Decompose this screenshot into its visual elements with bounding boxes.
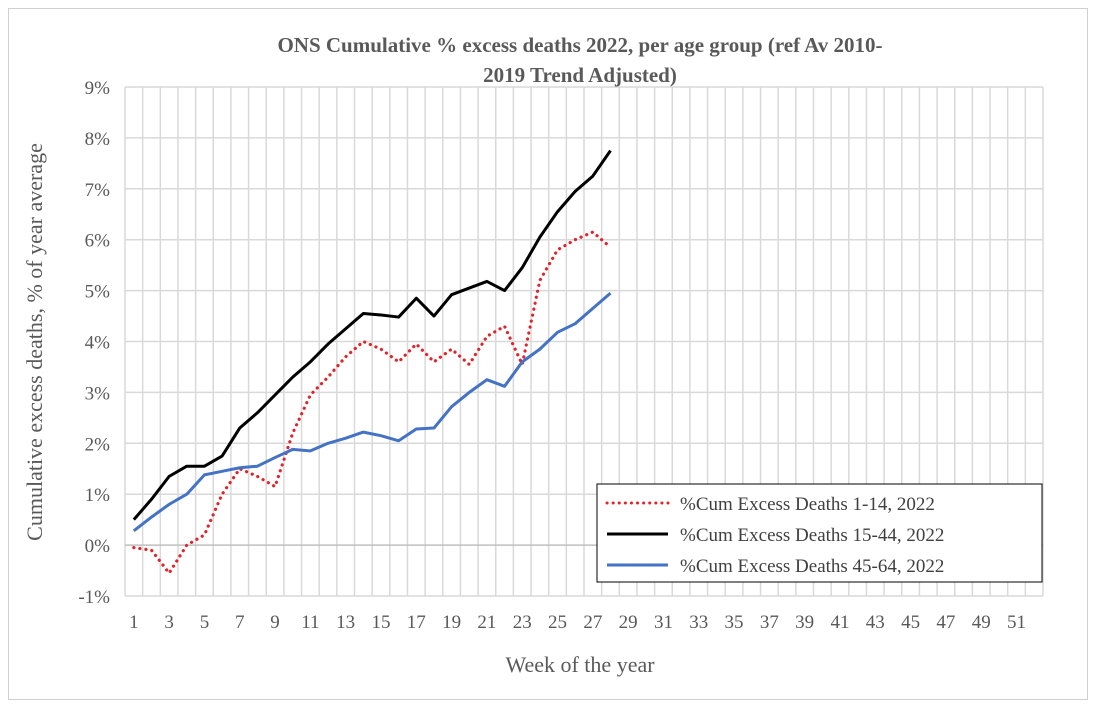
gridlines xyxy=(124,86,1044,597)
y-tick-label: 9% xyxy=(85,78,111,99)
x-tick-label: 15 xyxy=(371,612,390,633)
y-tick-label: -1% xyxy=(78,587,110,608)
chart-title-line-2: 2019 Trend Adjusted) xyxy=(483,63,677,87)
x-tick-label: 35 xyxy=(725,612,744,633)
x-tick-label: 1 xyxy=(129,612,139,633)
series-line-1 xyxy=(132,230,613,575)
x-tick-label: 3 xyxy=(164,612,174,633)
y-tick-label: 3% xyxy=(85,383,111,404)
x-tick-label: 37 xyxy=(760,612,779,633)
x-tick-label: 49 xyxy=(972,612,991,633)
x-axis-label: Week of the year xyxy=(505,652,655,677)
x-tick-label: 7 xyxy=(235,612,245,633)
chart-frame xyxy=(8,8,1088,700)
x-tick-label: 13 xyxy=(336,612,355,633)
x-tick-label: 23 xyxy=(513,612,532,633)
chart-title-line-1: ONS Cumulative % excess deaths 2022, per… xyxy=(277,33,882,57)
legend-label-2: %Cum Excess Deaths 15-44, 2022 xyxy=(680,525,944,546)
series-line-2 xyxy=(132,149,612,521)
y-tick-label: 7% xyxy=(85,180,111,201)
legend-label-3: %Cum Excess Deaths 45-64, 2022 xyxy=(680,556,944,577)
y-axis-label: Cumulative excess deaths, % of year aver… xyxy=(22,143,47,541)
y-tick-label: 0% xyxy=(85,536,111,557)
x-tick-label: 25 xyxy=(548,612,567,633)
y-tick-label: 4% xyxy=(85,333,111,354)
x-tick-label: 17 xyxy=(407,612,426,633)
y-tick-label: 8% xyxy=(85,129,111,150)
y-tick-label: 5% xyxy=(85,282,111,303)
x-tick-label: 47 xyxy=(936,612,955,633)
series-line-3 xyxy=(132,292,612,533)
x-tick-label: 51 xyxy=(1007,612,1026,633)
x-tick-label: 5 xyxy=(200,612,210,633)
legend-box xyxy=(596,483,1043,583)
x-tick-label: 19 xyxy=(442,612,461,633)
y-tick-label: 1% xyxy=(85,485,111,506)
x-tick-label: 41 xyxy=(830,612,849,633)
x-tick-label: 27 xyxy=(583,612,602,633)
x-tick-label: 31 xyxy=(654,612,673,633)
legend-label-1: %Cum Excess Deaths 1-14, 2022 xyxy=(680,494,935,515)
x-tick-label: 39 xyxy=(795,612,814,633)
x-tick-label: 9 xyxy=(270,612,280,633)
y-tick-label: 6% xyxy=(85,231,111,252)
x-tick-label: 33 xyxy=(689,612,708,633)
x-tick-label: 21 xyxy=(477,612,496,633)
legend: %Cum Excess Deaths 1-14, 2022 %Cum Excess… xyxy=(596,483,1043,583)
x-tick-label: 45 xyxy=(901,612,920,633)
x-tick-label: 29 xyxy=(619,612,638,633)
x-tick-label: 11 xyxy=(301,612,319,633)
x-tick-label: 43 xyxy=(866,612,885,633)
y-tick-label: 2% xyxy=(85,434,111,455)
